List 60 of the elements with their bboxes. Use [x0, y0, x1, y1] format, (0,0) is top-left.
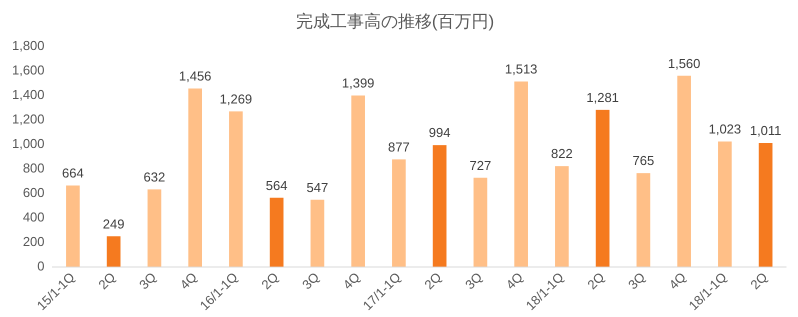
x-tick-label: 2Q: [95, 269, 118, 292]
data-label: 994: [428, 125, 450, 140]
data-label: 765: [632, 153, 654, 168]
data-label: 877: [388, 139, 410, 154]
x-tick-label: 4Q: [340, 269, 363, 292]
x-tick-label: 4Q: [666, 269, 689, 292]
data-label: 1,560: [668, 56, 700, 71]
bar: [677, 76, 691, 267]
bar: [310, 200, 324, 267]
y-tick-label: 1,400: [12, 86, 45, 102]
data-label: 547: [306, 180, 328, 195]
bar: [474, 178, 488, 267]
bar: [596, 110, 610, 267]
data-label: 1,513: [504, 62, 538, 77]
bar: [66, 185, 80, 267]
data-label: 1,011: [750, 123, 782, 138]
data-label: 564: [266, 178, 288, 193]
bar: [636, 173, 650, 267]
x-tick-label: 2Q: [584, 269, 608, 292]
x-tick-label: 3Q: [299, 269, 322, 292]
y-tick-label: 1,200: [12, 111, 45, 126]
bar: [148, 189, 162, 267]
data-label: 249: [102, 216, 125, 232]
data-label: 822: [551, 146, 573, 162]
bar: [188, 88, 202, 267]
y-tick-label: 1,800: [12, 38, 45, 53]
y-tick-label: 800: [22, 160, 45, 176]
x-tick-label: 2Q: [421, 269, 444, 292]
bar: [229, 111, 243, 267]
bar: [392, 159, 406, 267]
data-label: 664: [62, 166, 84, 181]
y-tick-label: 1,000: [12, 136, 45, 151]
y-tick-label: 600: [22, 184, 45, 200]
bar: [270, 198, 284, 267]
bar: [432, 145, 446, 267]
bar: [514, 82, 528, 267]
x-tick-label: 2Q: [747, 269, 770, 292]
bar: [106, 236, 120, 267]
data-label: 727: [470, 158, 492, 173]
data-label: 1,399: [342, 76, 374, 91]
chart-title: 完成工事高の推移(百万円): [296, 12, 494, 31]
x-tick-label: 3Q: [625, 269, 648, 292]
data-label: 1,269: [220, 91, 252, 106]
bar: [555, 166, 569, 267]
x-tick-label: 3Q: [462, 269, 486, 292]
bar: [718, 142, 732, 267]
data-label: 1,023: [708, 122, 742, 137]
x-tick-label: 3Q: [136, 269, 160, 292]
y-tick-label: 400: [22, 209, 45, 224]
data-label: 1,456: [178, 68, 212, 84]
x-tick-label: 2Q: [258, 269, 282, 292]
y-tick-label: 1,600: [12, 62, 45, 78]
x-tick-label: 4Q: [502, 269, 526, 292]
data-label: 1,281: [586, 90, 619, 106]
y-tick-label: 0: [37, 258, 45, 274]
y-tick-label: 200: [22, 234, 45, 249]
bar: [351, 95, 365, 267]
x-tick-label: 4Q: [176, 269, 200, 292]
data-label: 632: [144, 169, 166, 184]
bar: [758, 142, 772, 267]
